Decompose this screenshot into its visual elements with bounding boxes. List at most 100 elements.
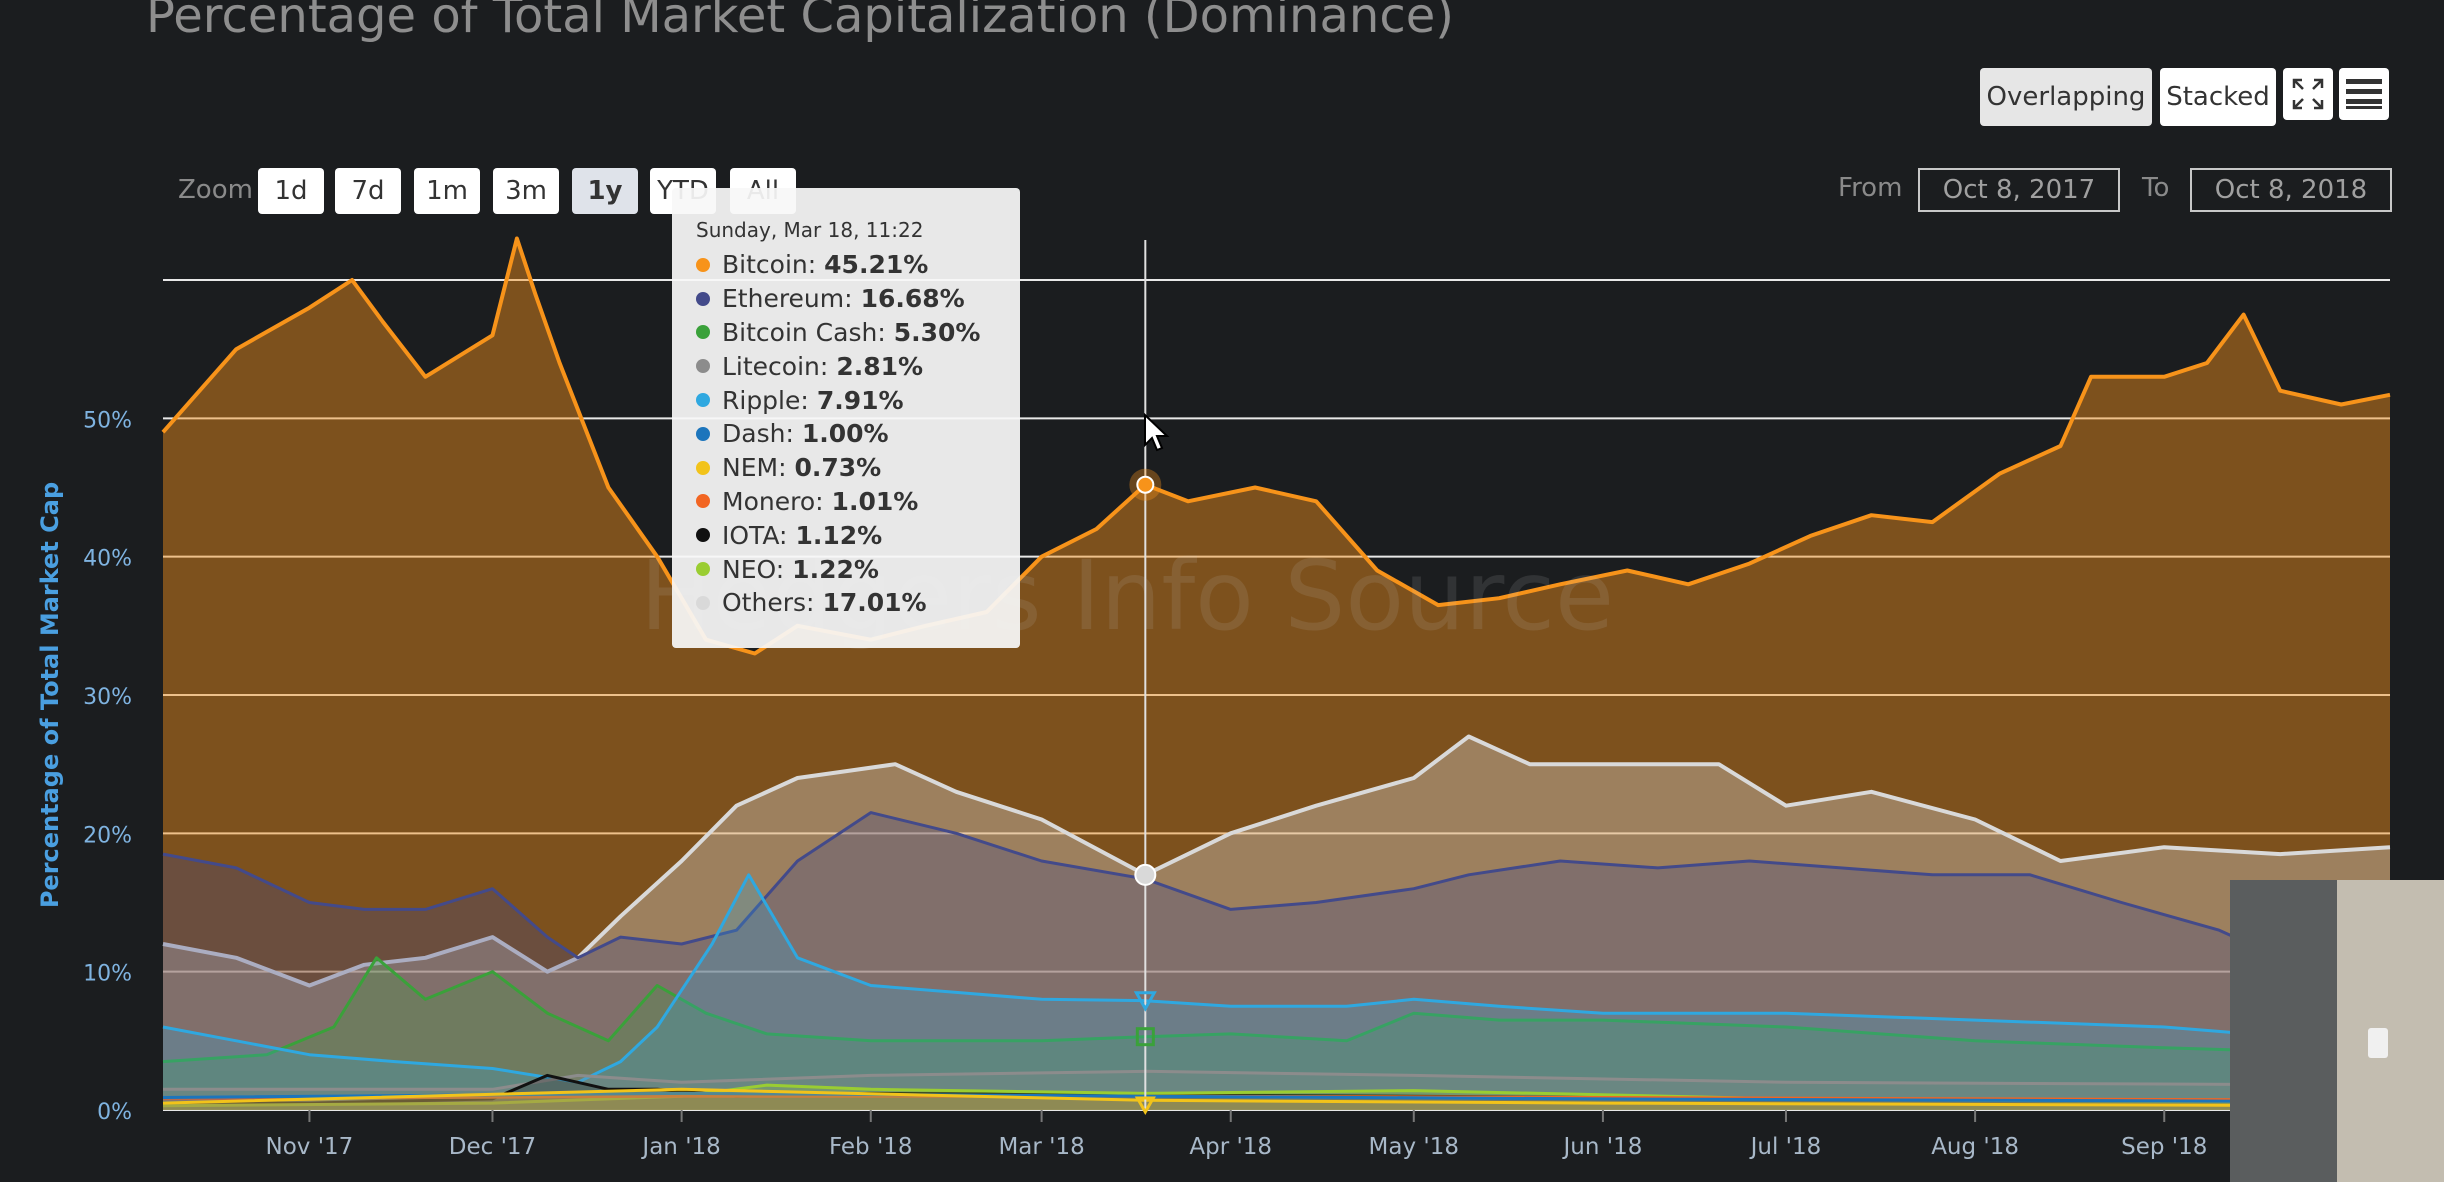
y-tick-label: 0% [97, 1100, 132, 1125]
legend-dot-icon [696, 325, 710, 340]
tooltip-row: Bitcoin: 45.21% [696, 248, 1020, 282]
others-line [162, 734, 2391, 988]
bitcoin-cash-hover-marker [1135, 1027, 1155, 1047]
bitcoin-line [161, 236, 2391, 656]
nem-hover-marker [1134, 1096, 1156, 1116]
mouse-cursor-icon [1144, 413, 1170, 452]
y-tick-label: 40% [83, 547, 132, 572]
tooltip-series-name: Ripple: [722, 385, 809, 415]
litecoin-line [163, 1069, 2391, 1091]
from-date-input[interactable]: Oct 8, 2017 [1918, 168, 2120, 212]
legend-dot-icon [696, 393, 710, 408]
x-tick-label: Nov '17 [266, 1134, 354, 1160]
fullscreen-icon [2292, 78, 2324, 110]
tooltip-series-value: 1.01% [831, 486, 919, 516]
tooltip-series-name: NEM: [722, 453, 787, 483]
bitcoin-hover-marker [1136, 475, 1155, 494]
neo-line [162, 1083, 2391, 1108]
menu-button[interactable] [2339, 68, 2389, 120]
tooltip-series-value: 1.00% [801, 419, 889, 449]
x-tick-label: Mar '18 [998, 1134, 1084, 1160]
axes: 0% 10% 20% 30% 40% 50% Percentage of Total Mar… [36, 408, 2207, 1160]
zoom-label: Zoom [178, 175, 253, 205]
legend-dot-icon [696, 460, 710, 475]
tooltip-series-value: 17.01% [822, 588, 927, 618]
tooltip-series-name: Others: [722, 588, 815, 618]
tooltip-series-name: Monero: [722, 486, 824, 516]
tooltip-rows: Bitcoin: 45.21% Ethereum: 16.68% Bitcoin Cas… [696, 248, 1020, 620]
hover-crosshair [1129, 240, 1162, 1116]
zoom-1m-button[interactable]: 1m [414, 168, 480, 214]
tooltip-series-value: 0.73% [794, 453, 882, 483]
ripple-line [162, 873, 2391, 1084]
legend-dot-icon [696, 359, 710, 374]
y-tick-label: 10% [83, 962, 132, 987]
tooltip-series-value: 5.30% [893, 317, 981, 347]
legend-dot-icon [696, 291, 710, 306]
tooltip-row: Dash: 1.00% [696, 417, 1020, 451]
tooltip-series-value: 45.21% [824, 250, 929, 280]
tooltip-row: Litecoin: 2.81% [696, 349, 1020, 383]
overlapping-button[interactable]: Overlapping [1980, 68, 2152, 126]
stacked-button[interactable]: Stacked [2160, 68, 2276, 126]
iota-area [163, 1075, 2390, 1110]
fullscreen-button[interactable] [2283, 68, 2333, 120]
zoom-1d-button[interactable]: 1d [258, 168, 324, 214]
others-hover-marker [1134, 863, 1157, 886]
to-date-input[interactable]: Oct 8, 2018 [2190, 168, 2392, 212]
bitcoin-cash-line [162, 956, 2391, 1064]
y-axis-title: Percentage of Total Market Cap [36, 482, 64, 908]
zoom-1y-button[interactable]: 1y [572, 168, 638, 214]
tooltip-series-name: Ethereum: [722, 284, 853, 314]
bitcoin-area [163, 238, 2390, 1110]
ethereum-line [162, 811, 2391, 974]
tooltip-row: Monero: 1.01% [696, 485, 1020, 519]
tooltip-series-name: Bitcoin Cash: [722, 317, 886, 347]
tooltip: Sunday, Mar 18, 11:22 Bitcoin: 45.21% Ethe… [672, 188, 1020, 648]
zoom-3m-button[interactable]: 3m [493, 168, 559, 214]
zoom-7d-button[interactable]: 7d [335, 168, 401, 214]
tooltip-series-name: Bitcoin: [722, 250, 817, 280]
legend-dot-icon [696, 595, 710, 610]
legend-dot-icon [696, 257, 710, 272]
tooltip-row: Others: 17.01% [696, 586, 1020, 620]
y-tick-label: 20% [83, 823, 132, 848]
tooltip-row: NEO: 1.22% [696, 552, 1020, 586]
x-tick-label: May '18 [1369, 1134, 1459, 1160]
x-tick-label: Feb '18 [829, 1134, 913, 1160]
bitcoin-cash-area [163, 957, 2390, 1110]
series-areas [161, 236, 2391, 1110]
ripple-hover-marker [1133, 991, 1157, 1012]
tooltip-row: Ethereum: 16.68% [696, 282, 1020, 316]
x-tick-label: Jul '18 [1749, 1134, 1822, 1160]
from-label: From [1838, 173, 1903, 203]
x-tick-label: Sep '18 [2121, 1134, 2207, 1160]
ripple-area [163, 874, 2390, 1110]
tooltip-date: Sunday, Mar 18, 11:22 [696, 218, 924, 242]
video-overlay [2230, 880, 2444, 1182]
ethereum-area [163, 812, 2390, 1110]
overlay-handle [2368, 1028, 2388, 1058]
to-label: To [2142, 173, 2170, 203]
legend-dot-icon [696, 494, 710, 509]
tooltip-series-value: 7.91% [816, 385, 904, 415]
y-tick-label: 30% [83, 685, 132, 710]
tooltip-series-value: 16.68% [860, 284, 965, 314]
tooltip-series-value: 1.12% [795, 520, 883, 550]
y-tick-label: 50% [83, 408, 132, 433]
x-tick-label: Aug '18 [1931, 1134, 2019, 1160]
legend-dot-icon [696, 426, 710, 441]
x-tick-label: Jun '18 [1562, 1134, 1643, 1160]
x-tick-label: Apr '18 [1189, 1134, 1272, 1160]
tooltip-series-name: NEO: [722, 554, 785, 584]
tooltip-row: Ripple: 7.91% [696, 383, 1020, 417]
tooltip-row: NEM: 0.73% [696, 451, 1020, 485]
tooltip-row: Bitcoin Cash: 5.30% [696, 316, 1020, 350]
hamburger-menu-icon [2346, 79, 2382, 109]
tooltip-series-value: 2.81% [836, 351, 924, 381]
grid-lines [163, 279, 2390, 1111]
tooltip-series-name: Dash: [722, 419, 794, 449]
tooltip-series-name: IOTA: [722, 520, 788, 550]
x-tick-label: Dec '17 [449, 1134, 536, 1160]
